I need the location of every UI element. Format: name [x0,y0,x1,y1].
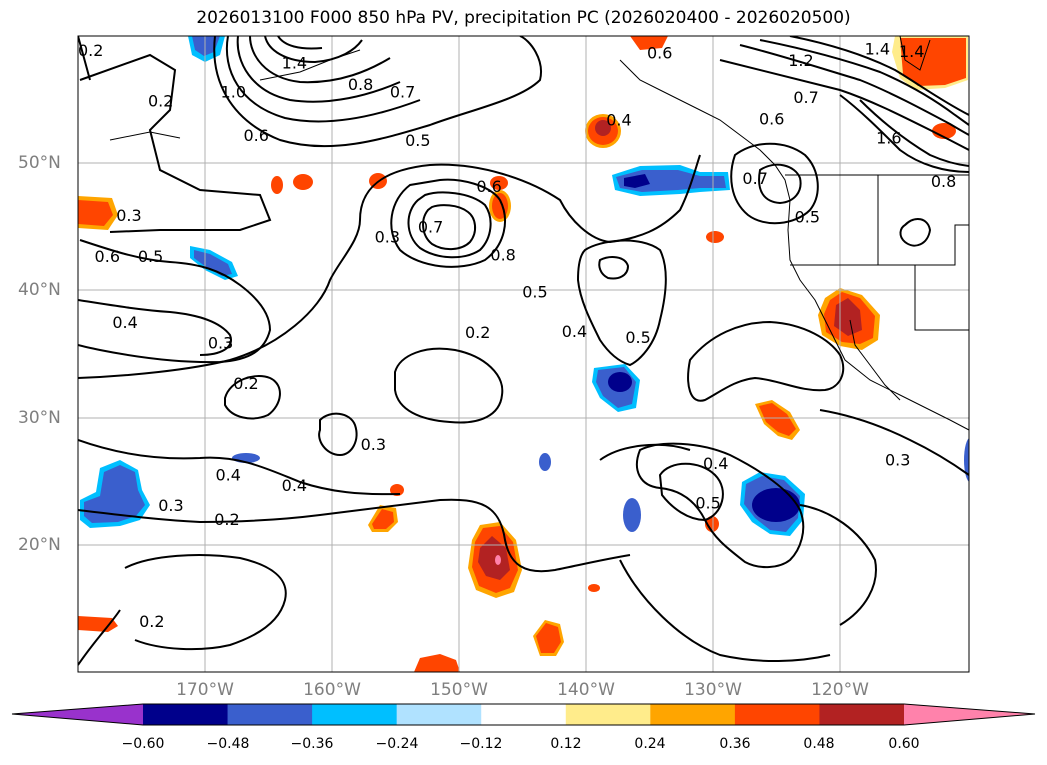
contour-label: 0.2 [214,510,239,529]
contour-label: 0.3 [375,228,400,247]
colorbar-box [312,704,398,725]
contour-label: 0.6 [759,109,784,128]
colorbar-box [819,704,905,725]
contour-label: 0.3 [158,496,183,515]
contour-labels: 0.2 0.2 1.4 1.0 0.8 0.7 0.6 0.5 0.6 0.4 1.2 0.7 0.6 1… [78,39,956,631]
lon-label-150w: 150°W [430,680,488,700]
lon-label-170w: 170°W [176,680,234,700]
contour-label: 0.8 [931,172,956,191]
colorbar-extend-high [904,704,1035,725]
colorbar-tick: 0.36 [719,736,751,752]
contour-label: 0.5 [522,282,547,301]
lat-label-40n: 40°N [18,280,61,300]
lon-label-140w: 140°W [557,680,615,700]
lon-label-130w: 130°W [684,680,742,700]
contour-label: 0.4 [703,454,728,473]
contour-label: 0.5 [138,247,163,266]
contour-label: 0.4 [215,466,240,485]
contour-label: 0.8 [348,75,373,94]
contour-label: 0.8 [490,246,515,265]
contour-label: 0.3 [116,206,141,225]
contour-label: 0.6 [647,43,672,62]
contour-label: 0.7 [742,169,767,188]
contour-label: 0.2 [139,612,164,631]
colorbar-box [396,704,482,725]
contour-label: 0.2 [233,374,258,393]
contour-label: 0.4 [282,476,307,495]
contour-label: 0.5 [625,328,650,347]
colorbar-box [650,704,736,725]
contour-label: 0.7 [390,83,415,102]
colorbar-box [565,704,651,725]
contour-label: 0.4 [112,313,137,332]
colorbar-box [143,704,229,725]
contour-label: 0.2 [465,323,490,342]
gridlines [78,36,969,672]
pv-contours [78,36,969,666]
contour-label: 0.3 [361,435,386,454]
contour-label: 0.6 [243,126,268,145]
lat-label-20n: 20°N [18,535,61,555]
contour-label: 0.5 [795,207,820,226]
contour-label: 0.6 [476,177,501,196]
lat-label-50n: 50°N [18,153,61,173]
colorbar-tick: 0.12 [550,736,582,752]
contour-label: 1.6 [876,129,901,148]
contour-label: 1.0 [221,83,246,102]
map-title: 2026013100 F000 850 hPa PV, precipitatio… [196,8,851,28]
colorbar-tick: 0.24 [634,736,666,752]
colorbar-tick: 0.60 [888,736,920,752]
colorbar-tick: −0.60 [121,736,165,752]
contour-label: 0.5 [405,131,430,150]
colorbar-tick: 0.48 [803,736,835,752]
contour-label: 0.7 [793,88,818,107]
contour-label: 0.6 [95,247,120,266]
lon-label-160w: 160°W [303,680,361,700]
contour-label: 1.4 [865,39,890,58]
map-frame [77,35,970,673]
colorbar-extend-low [12,704,143,725]
colorbar-tick: −0.36 [290,736,334,752]
contour-label: 1.2 [788,51,813,70]
contour-label: 0.2 [148,92,173,111]
contour-label: 1.4 [282,53,307,72]
contour-label: 0.2 [78,41,103,60]
contour-label: 0.3 [208,333,233,352]
contour-label: 0.3 [885,450,910,469]
lat-label-30n: 30°N [18,408,61,428]
colorbar [11,703,1036,726]
colorbar-tick: −0.24 [375,736,419,752]
colorbar-box [734,704,820,725]
contour-label: 1.4 [899,42,924,61]
colorbar-box [227,704,313,725]
contour-label: 0.5 [695,494,720,513]
lon-label-120w: 120°W [811,680,869,700]
contour-label: 0.4 [606,111,631,130]
colorbar-tick: −0.12 [459,736,503,752]
contour-label: 0.4 [562,322,587,341]
colorbar-box [481,704,567,725]
colorbar-tick: −0.48 [206,736,250,752]
contour-label: 0.7 [418,218,443,237]
